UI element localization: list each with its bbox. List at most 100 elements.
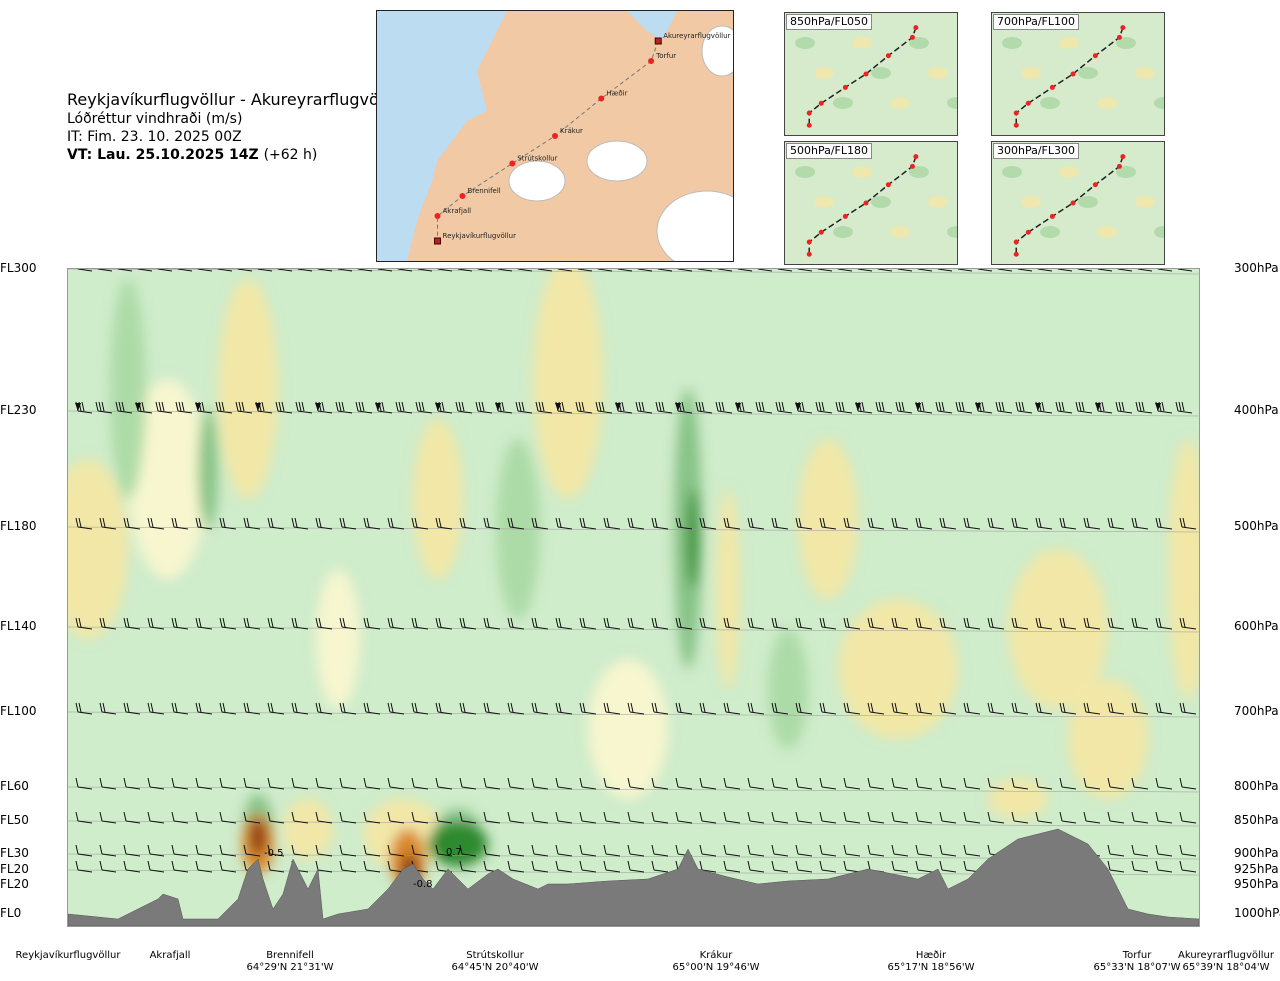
thumb-field <box>890 97 910 109</box>
wind-barb <box>507 777 525 790</box>
wind-barb <box>1131 777 1149 790</box>
wind-barb <box>507 860 525 873</box>
wind-barb <box>411 517 429 530</box>
wind-barb <box>699 811 717 824</box>
wind-barb <box>339 517 357 530</box>
wind-barb <box>1035 401 1053 414</box>
wind-barb <box>1095 401 1113 414</box>
location-name: Akrafjall <box>149 950 191 961</box>
location-name: Krákur <box>699 950 733 961</box>
wind-barb <box>171 860 189 873</box>
wind-barb <box>1107 844 1125 857</box>
wind-barb <box>699 617 717 630</box>
wind-barb <box>1037 269 1053 272</box>
wind-barb <box>723 617 741 630</box>
wind-barb <box>171 517 189 530</box>
wind-barb <box>459 844 477 857</box>
wind-barb <box>603 617 621 630</box>
thumb-field <box>1040 97 1060 109</box>
wind-barb <box>1131 702 1149 715</box>
wind-barb <box>531 517 549 530</box>
wind-barb <box>195 777 213 790</box>
wind-barb <box>483 517 501 530</box>
terrain <box>68 828 1199 926</box>
wind-barb <box>1059 811 1077 824</box>
airport-marker <box>434 237 442 245</box>
wind-barb <box>291 811 309 824</box>
wind-barb <box>459 777 477 790</box>
wind-barb <box>795 860 813 873</box>
wind-barb <box>291 617 309 630</box>
thumb-field <box>852 37 872 49</box>
thumb-field <box>928 67 948 79</box>
wind-barb <box>1017 269 1033 272</box>
thumb-waypoint <box>913 25 919 31</box>
wind-barb <box>123 702 141 715</box>
wind-barb <box>171 844 189 857</box>
wind-barb <box>171 777 189 790</box>
field-blob <box>716 489 740 689</box>
wind-barb <box>915 702 933 715</box>
field-blob <box>687 489 699 589</box>
wind-barb <box>243 844 261 857</box>
wind-barb <box>963 844 981 857</box>
wind-barb <box>75 401 93 414</box>
hpa-label: 1000hPa <box>1234 906 1280 920</box>
wind-barb <box>277 269 293 272</box>
value-annotation: 0.7 <box>446 847 462 858</box>
wind-barb <box>635 401 653 414</box>
wind-barb <box>723 811 741 824</box>
vertical-velocity-field <box>68 269 1199 889</box>
wind-barb <box>627 517 645 530</box>
wind-barb <box>315 811 333 824</box>
wind-barb <box>817 269 833 272</box>
waypoint-label: Krákur <box>560 127 583 135</box>
wind-barb <box>147 811 165 824</box>
wind-barb <box>459 702 477 715</box>
waypoint-marker <box>552 133 558 139</box>
wind-barb <box>771 517 789 530</box>
wind-barb <box>757 269 773 272</box>
thumb-waypoint <box>1049 213 1055 219</box>
wind-barb <box>217 269 233 272</box>
wind-barb <box>867 617 885 630</box>
thumb-waypoint <box>806 239 812 245</box>
wind-barb <box>699 702 717 715</box>
wind-barb <box>459 811 477 824</box>
wind-barb <box>699 777 717 790</box>
thumb-map <box>785 142 957 264</box>
wind-barb <box>939 860 957 873</box>
wind-barb <box>195 517 213 530</box>
wind-barb <box>157 269 173 272</box>
variable-title: Lóðréttur vindhraði (m/s) <box>67 111 243 127</box>
wind-barb <box>435 777 453 790</box>
wind-barb <box>477 269 493 272</box>
wind-barb <box>195 401 213 414</box>
thumb-field <box>1059 166 1079 178</box>
wind-barb <box>483 702 501 715</box>
wind-barb <box>677 269 693 272</box>
thumb-waypoint <box>909 163 915 169</box>
field-blob <box>588 659 668 799</box>
wind-barb <box>747 702 765 715</box>
thumb-field <box>1135 196 1155 208</box>
location-name: Brennifell <box>266 950 314 961</box>
location-label: Torfur 65°33'N 18°07'W <box>1094 950 1181 974</box>
wind-barb <box>1083 617 1101 630</box>
wind-barb <box>75 811 93 824</box>
wind-barb <box>123 517 141 530</box>
wind-barb <box>963 702 981 715</box>
wind-barb <box>747 517 765 530</box>
location-coord: 64°29'N 21°31'W <box>246 962 334 973</box>
wind-barb <box>1059 702 1077 715</box>
wind-barb <box>875 401 893 414</box>
wind-barb <box>99 702 117 715</box>
route-title: Reykjavíkurflugvöllur - Akureyrarflugvöl… <box>67 90 405 109</box>
wind-barb <box>651 844 669 857</box>
wind-barb <box>507 844 525 857</box>
wind-barb <box>411 777 429 790</box>
wind-barb <box>507 702 525 715</box>
wind-barb <box>171 617 189 630</box>
wind-barb <box>1011 617 1029 630</box>
wind-barb <box>651 777 669 790</box>
